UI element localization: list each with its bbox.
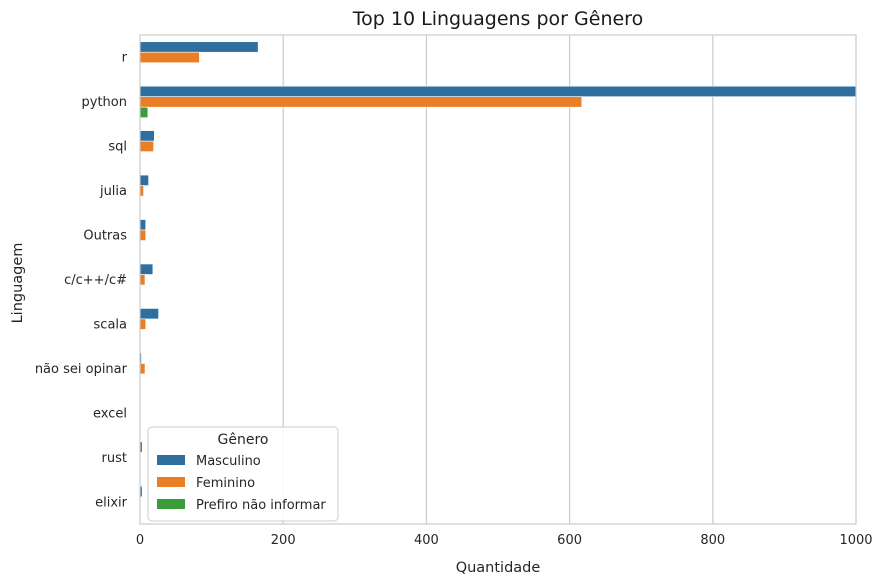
bar-feminino-sql: [139, 140, 154, 152]
y-axis-label: Linguagem: [10, 243, 26, 324]
legend-label: Masculino: [196, 454, 261, 469]
y-tick-labels: r python sql julia Outras c/c++/c# scala não se…: [35, 51, 128, 511]
x-tick-label: 400: [414, 533, 439, 548]
bar-masculino-julia: [139, 174, 149, 186]
legend-swatch: [157, 455, 185, 465]
bar-masculino-scala: [139, 308, 159, 320]
bar-masculino-sql: [139, 130, 155, 142]
bar-feminino-outras: [139, 229, 147, 241]
bar-masculino-outras: [139, 219, 147, 231]
x-tick-label: 200: [271, 533, 296, 548]
y-tick-label: r: [122, 51, 128, 66]
bar-feminino-r: [139, 51, 200, 64]
x-tick-label: 600: [557, 533, 582, 548]
gridlines: [282, 35, 714, 524]
y-tick-label: sql: [108, 140, 127, 155]
y-tick-label: não sei opinar: [35, 362, 128, 377]
x-tick-label: 1000: [839, 533, 872, 548]
x-tick-labels: 0 200 400 600 800 1000: [136, 533, 873, 548]
legend: Gênero Masculino Feminino Prefiro não info…: [147, 426, 339, 522]
y-tick-label: scala: [94, 317, 127, 332]
y-tick-label: elixir: [95, 495, 128, 510]
legend-swatch: [157, 499, 185, 509]
bar-prefiro-n-o-informar-python: [139, 106, 149, 118]
chart-title: Top 10 Linguagens por Gênero: [352, 8, 643, 30]
y-tick-label: julia: [99, 184, 127, 199]
y-tick-label: rust: [102, 451, 127, 466]
y-tick-label: Outras: [83, 229, 127, 244]
legend-swatch: [157, 477, 185, 487]
legend-label: Feminino: [196, 476, 255, 491]
bar-masculino-r: [139, 41, 259, 53]
legend-title: Gênero: [218, 432, 269, 448]
bar-feminino-python: [139, 96, 583, 108]
x-tick-label: 0: [136, 533, 144, 548]
bar-feminino-c-c-c-: [139, 274, 146, 286]
legend-label: Prefiro não informar: [196, 498, 326, 513]
bar-feminino-scala: [139, 318, 147, 330]
bar-masculino-c-c-c-: [139, 263, 154, 275]
y-tick-label: excel: [93, 406, 127, 421]
legend-box: [147, 426, 339, 522]
plot-frame: [139, 34, 857, 525]
y-tick-label: c/c++/c#: [64, 273, 127, 288]
x-tick-label: 800: [700, 533, 725, 548]
y-tick-label: python: [82, 95, 127, 110]
x-axis-label: Quantidade: [456, 560, 541, 576]
legend-items: Masculino Feminino Prefiro não informar: [157, 454, 326, 513]
bar-masculino-python: [139, 85, 857, 97]
bar-feminino-n-o-sei-opinar: [139, 363, 146, 375]
